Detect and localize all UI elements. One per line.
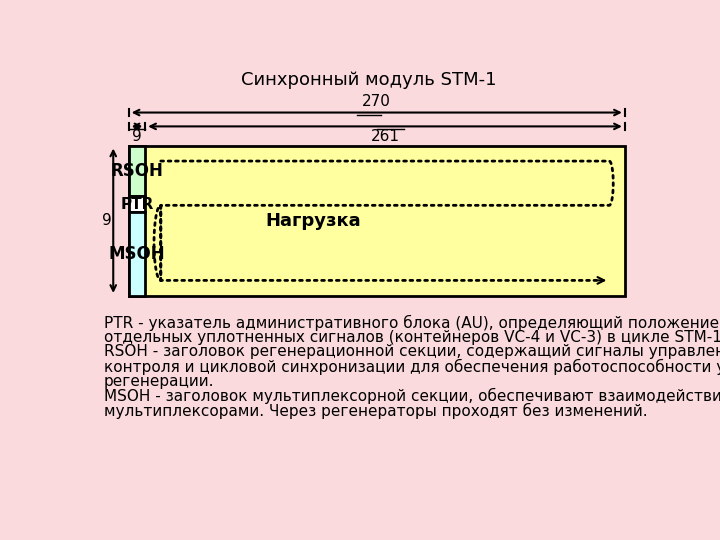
Bar: [129, 146, 145, 195]
Text: отдельных уплотненных сигналов (контейнеров VC-4 и VC-3) в цикле STM-1.: отдельных уплотненных сигналов (контейне…: [104, 330, 720, 345]
Text: MSOH - заголовок мультиплексорной секции, обеспечивают взаимодействие между: MSOH - заголовок мультиплексорной секции…: [104, 388, 720, 404]
Text: Нагрузка: Нагрузка: [265, 212, 361, 230]
Text: RSOH - заголовок регенерационной секции, содержащий сигналы управления,: RSOH - заголовок регенерационной секции,…: [104, 345, 720, 359]
Text: контроля и цикловой синхронизации для обеспечения работоспособности участков: контроля и цикловой синхронизации для об…: [104, 359, 720, 375]
Text: MSOH: MSOH: [109, 245, 166, 263]
Text: мультиплексорами. Через регенераторы проходят без изменений.: мультиплексорами. Через регенераторы про…: [104, 403, 647, 419]
Text: регенерации.: регенерации.: [104, 374, 215, 389]
Bar: [129, 195, 145, 212]
Text: 261: 261: [371, 129, 400, 144]
Bar: [129, 212, 145, 296]
Text: 9: 9: [102, 213, 112, 228]
Text: PTR: PTR: [120, 197, 153, 212]
Text: RSOH: RSOH: [111, 161, 163, 180]
Text: 270: 270: [362, 94, 391, 109]
Text: 9: 9: [132, 129, 142, 144]
Text: PTR - указатель административного блока (AU), определяющий положение: PTR - указатель административного блока …: [104, 315, 719, 331]
Bar: [129, 146, 625, 296]
Text: Синхронный модуль STM-1: Синхронный модуль STM-1: [241, 71, 497, 89]
